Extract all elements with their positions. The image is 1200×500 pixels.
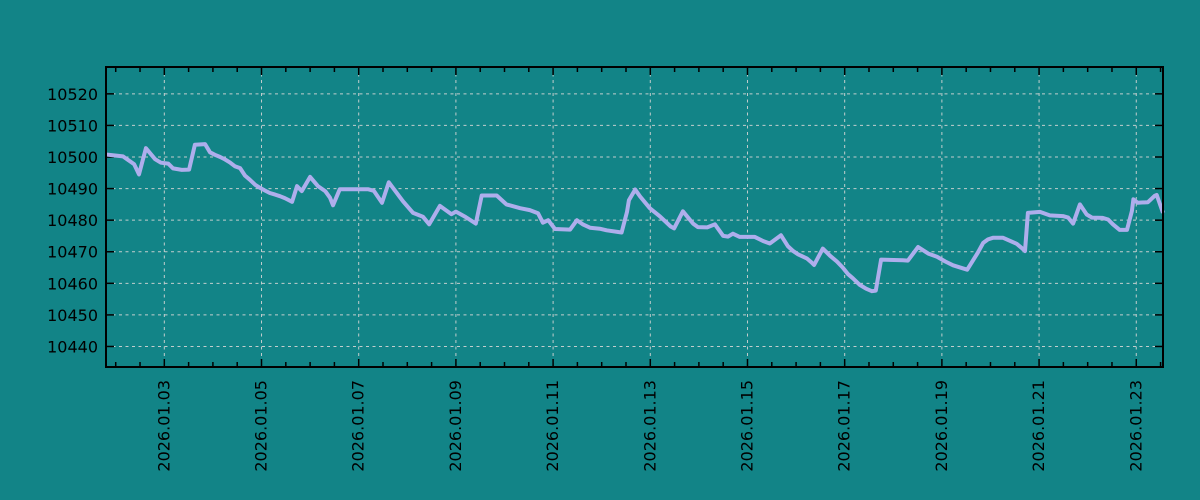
plot-border xyxy=(105,66,1164,368)
x-tick-label: 2026.01.17 xyxy=(835,380,854,472)
y-tick-label: 10470 xyxy=(47,243,98,262)
y-tick-label: 10510 xyxy=(47,116,98,135)
x-tick-label: 2026.01.03 xyxy=(154,380,173,472)
x-tick-label: 2026.01.23 xyxy=(1126,380,1145,472)
y-tick-label: 10480 xyxy=(47,211,98,230)
x-tick-label: 2026.01.07 xyxy=(349,380,368,472)
y-tick-label: 10500 xyxy=(47,148,98,167)
x-tick-label: 2026.01.15 xyxy=(737,380,756,472)
x-tick-label: 2026.01.13 xyxy=(640,380,659,472)
x-tick-label: 2026.01.11 xyxy=(543,380,562,472)
x-tick-label: 2026.01.09 xyxy=(446,380,465,472)
y-tick-label: 10520 xyxy=(47,85,98,104)
x-tick-label: 2026.01.21 xyxy=(1029,380,1048,472)
x-tick-label: 2026.01.19 xyxy=(932,380,951,472)
series-line-instances xyxy=(105,142,1165,294)
y-tick-label: 10460 xyxy=(47,274,98,293)
y-tick-label: 10490 xyxy=(47,180,98,199)
x-tick-label: 2026.01.05 xyxy=(252,380,271,472)
y-tick-label: 10440 xyxy=(47,337,98,356)
y-tick-label: 10450 xyxy=(47,306,98,325)
